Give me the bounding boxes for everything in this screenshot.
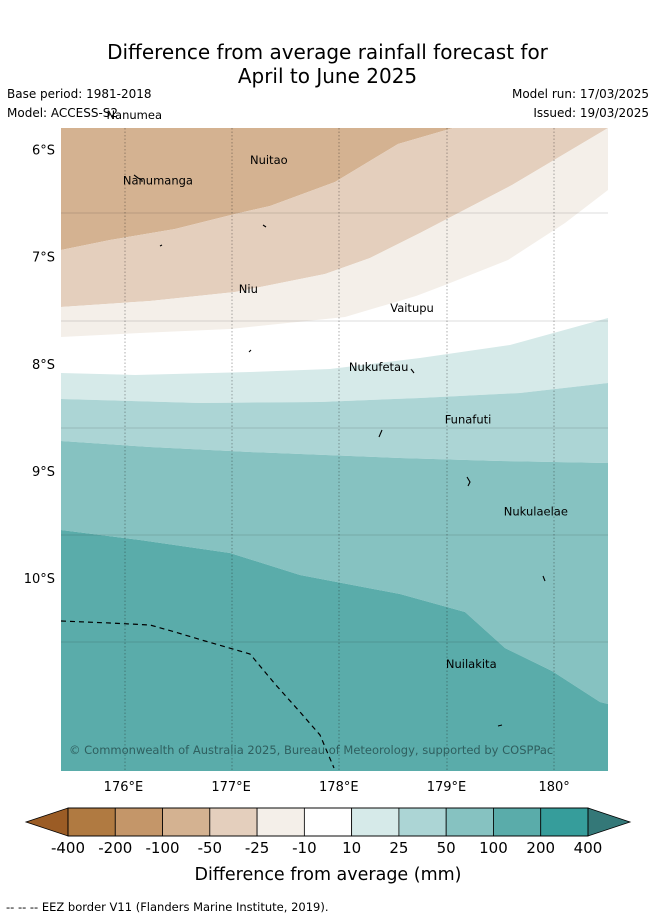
- title-line-1: Difference from average rainfall forecas…: [107, 40, 548, 64]
- island-label: Vaitupu: [390, 301, 434, 315]
- map-credit: © Commonwealth of Australia 2025, Bureau…: [69, 743, 553, 757]
- colorbar-bin: [114, 807, 163, 837]
- colorbar-under-arrow: [24, 807, 69, 837]
- colorbar-bin: [67, 807, 116, 837]
- colorbar-bins: [67, 807, 589, 837]
- issued-text: Issued: 19/03/2025: [533, 106, 649, 120]
- region-plus100: [61, 530, 608, 771]
- island-label: Funafuti: [445, 412, 492, 426]
- colorbar-bin: [445, 807, 494, 837]
- island-label: Nukufetau: [349, 360, 408, 374]
- colorbar-tick-label: -25: [245, 839, 270, 857]
- colorbar-bin: [162, 807, 211, 837]
- title-line-2: April to June 2025: [237, 64, 418, 88]
- colorbar-tick-label: 100: [479, 839, 508, 857]
- region-minus25: [61, 128, 608, 307]
- colorbar-tick-label: 25: [389, 839, 408, 857]
- y-tick-label: 9°S: [32, 465, 55, 480]
- y-tick-label: 7°S: [32, 251, 55, 266]
- colorbar-tick-label: 10: [342, 839, 361, 857]
- colorbar: -400 -200 -100 -50 -25 -10 10 25 50 100 200 400 Dif…: [24, 807, 632, 885]
- colorbar-ticks: -400 -200 -100 -50 -25 -10 10 25 50 100 200 400: [51, 839, 602, 857]
- model-text: Model: ACCESS-S2: [7, 106, 119, 120]
- island-label: Nuilakita: [446, 657, 497, 671]
- colorbar-over-arrow: [587, 807, 632, 837]
- colorbar-tick-label: -100: [146, 839, 180, 857]
- colorbar-tick-label: -400: [51, 839, 85, 857]
- colorbar-tick-label: -200: [98, 839, 132, 857]
- map-frame: Nanumea Nuitao Nanumanga Niu Vaitupu Nukufeta…: [60, 108, 608, 771]
- island-label: Nuitao: [250, 153, 288, 167]
- island-label: Nanumea: [106, 108, 162, 122]
- latitude-lines: [61, 212, 608, 643]
- eez-note: -- -- -- EEZ border V11 (Flanders Marine…: [6, 900, 329, 914]
- colorbar-bin: [209, 807, 258, 837]
- colorbar-label: Difference from average (mm): [194, 865, 461, 885]
- colorbar-tick-label: -10: [292, 839, 317, 857]
- axis-ticks: 176°E 177°E 178°E 179°E 180° 6°S 7°S 8°S 9°S 10°S: [24, 143, 570, 795]
- x-tick-label: 177°E: [211, 780, 251, 795]
- island-labels: Nanumea Nuitao Nanumanga Niu Vaitupu Nukufeta…: [106, 108, 567, 671]
- y-tick-label: 8°S: [32, 358, 55, 373]
- colorbar-tick-label: -50: [198, 839, 223, 857]
- x-tick-label: 180°: [538, 780, 569, 795]
- colorbar-bin: [351, 807, 400, 837]
- island-label: Nukulaelae: [504, 505, 568, 519]
- region-minus10: [61, 128, 608, 337]
- y-tick-label: 6°S: [32, 143, 55, 158]
- island-outlines: [133, 174, 546, 727]
- x-tick-label: 178°E: [319, 780, 359, 795]
- colorbar-bin: [398, 807, 447, 837]
- colorbar-bin: [303, 807, 353, 837]
- base-period-text: Base period: 1981-2018: [7, 87, 152, 101]
- colorbar-tick-label: 50: [437, 839, 456, 857]
- graticule: [124, 128, 555, 771]
- region-plus25: [61, 383, 608, 463]
- island-label: Niu: [239, 282, 258, 296]
- colorbar-bin: [493, 807, 542, 837]
- colorbar-bin: [540, 807, 589, 837]
- region-minus50: [61, 128, 453, 250]
- model-run-text: Model run: 17/03/2025: [511, 87, 649, 101]
- map-title: Difference from average rainfall forecas…: [0, 40, 655, 88]
- x-tick-label: 176°E: [104, 780, 144, 795]
- colorbar-bin: [256, 807, 305, 837]
- island-label: Nanumanga: [123, 174, 193, 188]
- colorbar-tick-label: 200: [526, 839, 555, 857]
- region-plus10: [61, 318, 608, 403]
- region-plus50: [61, 441, 608, 704]
- colorbar-tick-label: 400: [574, 839, 603, 857]
- y-tick-label: 10°S: [24, 572, 55, 587]
- x-tick-label: 179°E: [427, 780, 467, 795]
